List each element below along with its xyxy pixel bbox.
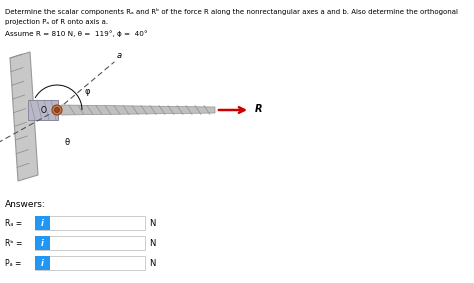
Text: R: R bbox=[255, 104, 263, 114]
Text: Assume R = 810 N, θ =  119°, ϕ =  40°: Assume R = 810 N, θ = 119°, ϕ = 40° bbox=[5, 30, 147, 37]
Text: O: O bbox=[41, 106, 47, 115]
FancyBboxPatch shape bbox=[35, 236, 145, 250]
Text: Rₐ =: Rₐ = bbox=[5, 218, 22, 228]
FancyBboxPatch shape bbox=[35, 256, 145, 270]
Polygon shape bbox=[28, 100, 58, 120]
FancyBboxPatch shape bbox=[35, 216, 145, 230]
Polygon shape bbox=[10, 52, 38, 181]
Text: Determine the scalar components Rₐ and Rᵇ of the force R along the nonrectangula: Determine the scalar components Rₐ and R… bbox=[5, 8, 458, 15]
Text: N: N bbox=[149, 258, 155, 267]
Circle shape bbox=[55, 108, 60, 113]
FancyBboxPatch shape bbox=[35, 216, 50, 230]
Text: i: i bbox=[41, 239, 44, 248]
Text: Pₐ =: Pₐ = bbox=[5, 258, 21, 267]
Text: φ: φ bbox=[85, 87, 91, 97]
Circle shape bbox=[52, 105, 62, 115]
Text: projection Pₐ of R onto axis a.: projection Pₐ of R onto axis a. bbox=[5, 19, 108, 25]
Text: N: N bbox=[149, 239, 155, 248]
FancyBboxPatch shape bbox=[35, 256, 50, 270]
Text: a: a bbox=[117, 51, 121, 60]
Text: Answers:: Answers: bbox=[5, 200, 46, 209]
Text: i: i bbox=[41, 218, 44, 228]
Text: N: N bbox=[149, 218, 155, 228]
Polygon shape bbox=[61, 105, 215, 115]
Text: Rᵇ =: Rᵇ = bbox=[5, 239, 22, 248]
FancyBboxPatch shape bbox=[35, 236, 50, 250]
Text: i: i bbox=[41, 258, 44, 267]
Text: θ: θ bbox=[64, 138, 70, 147]
